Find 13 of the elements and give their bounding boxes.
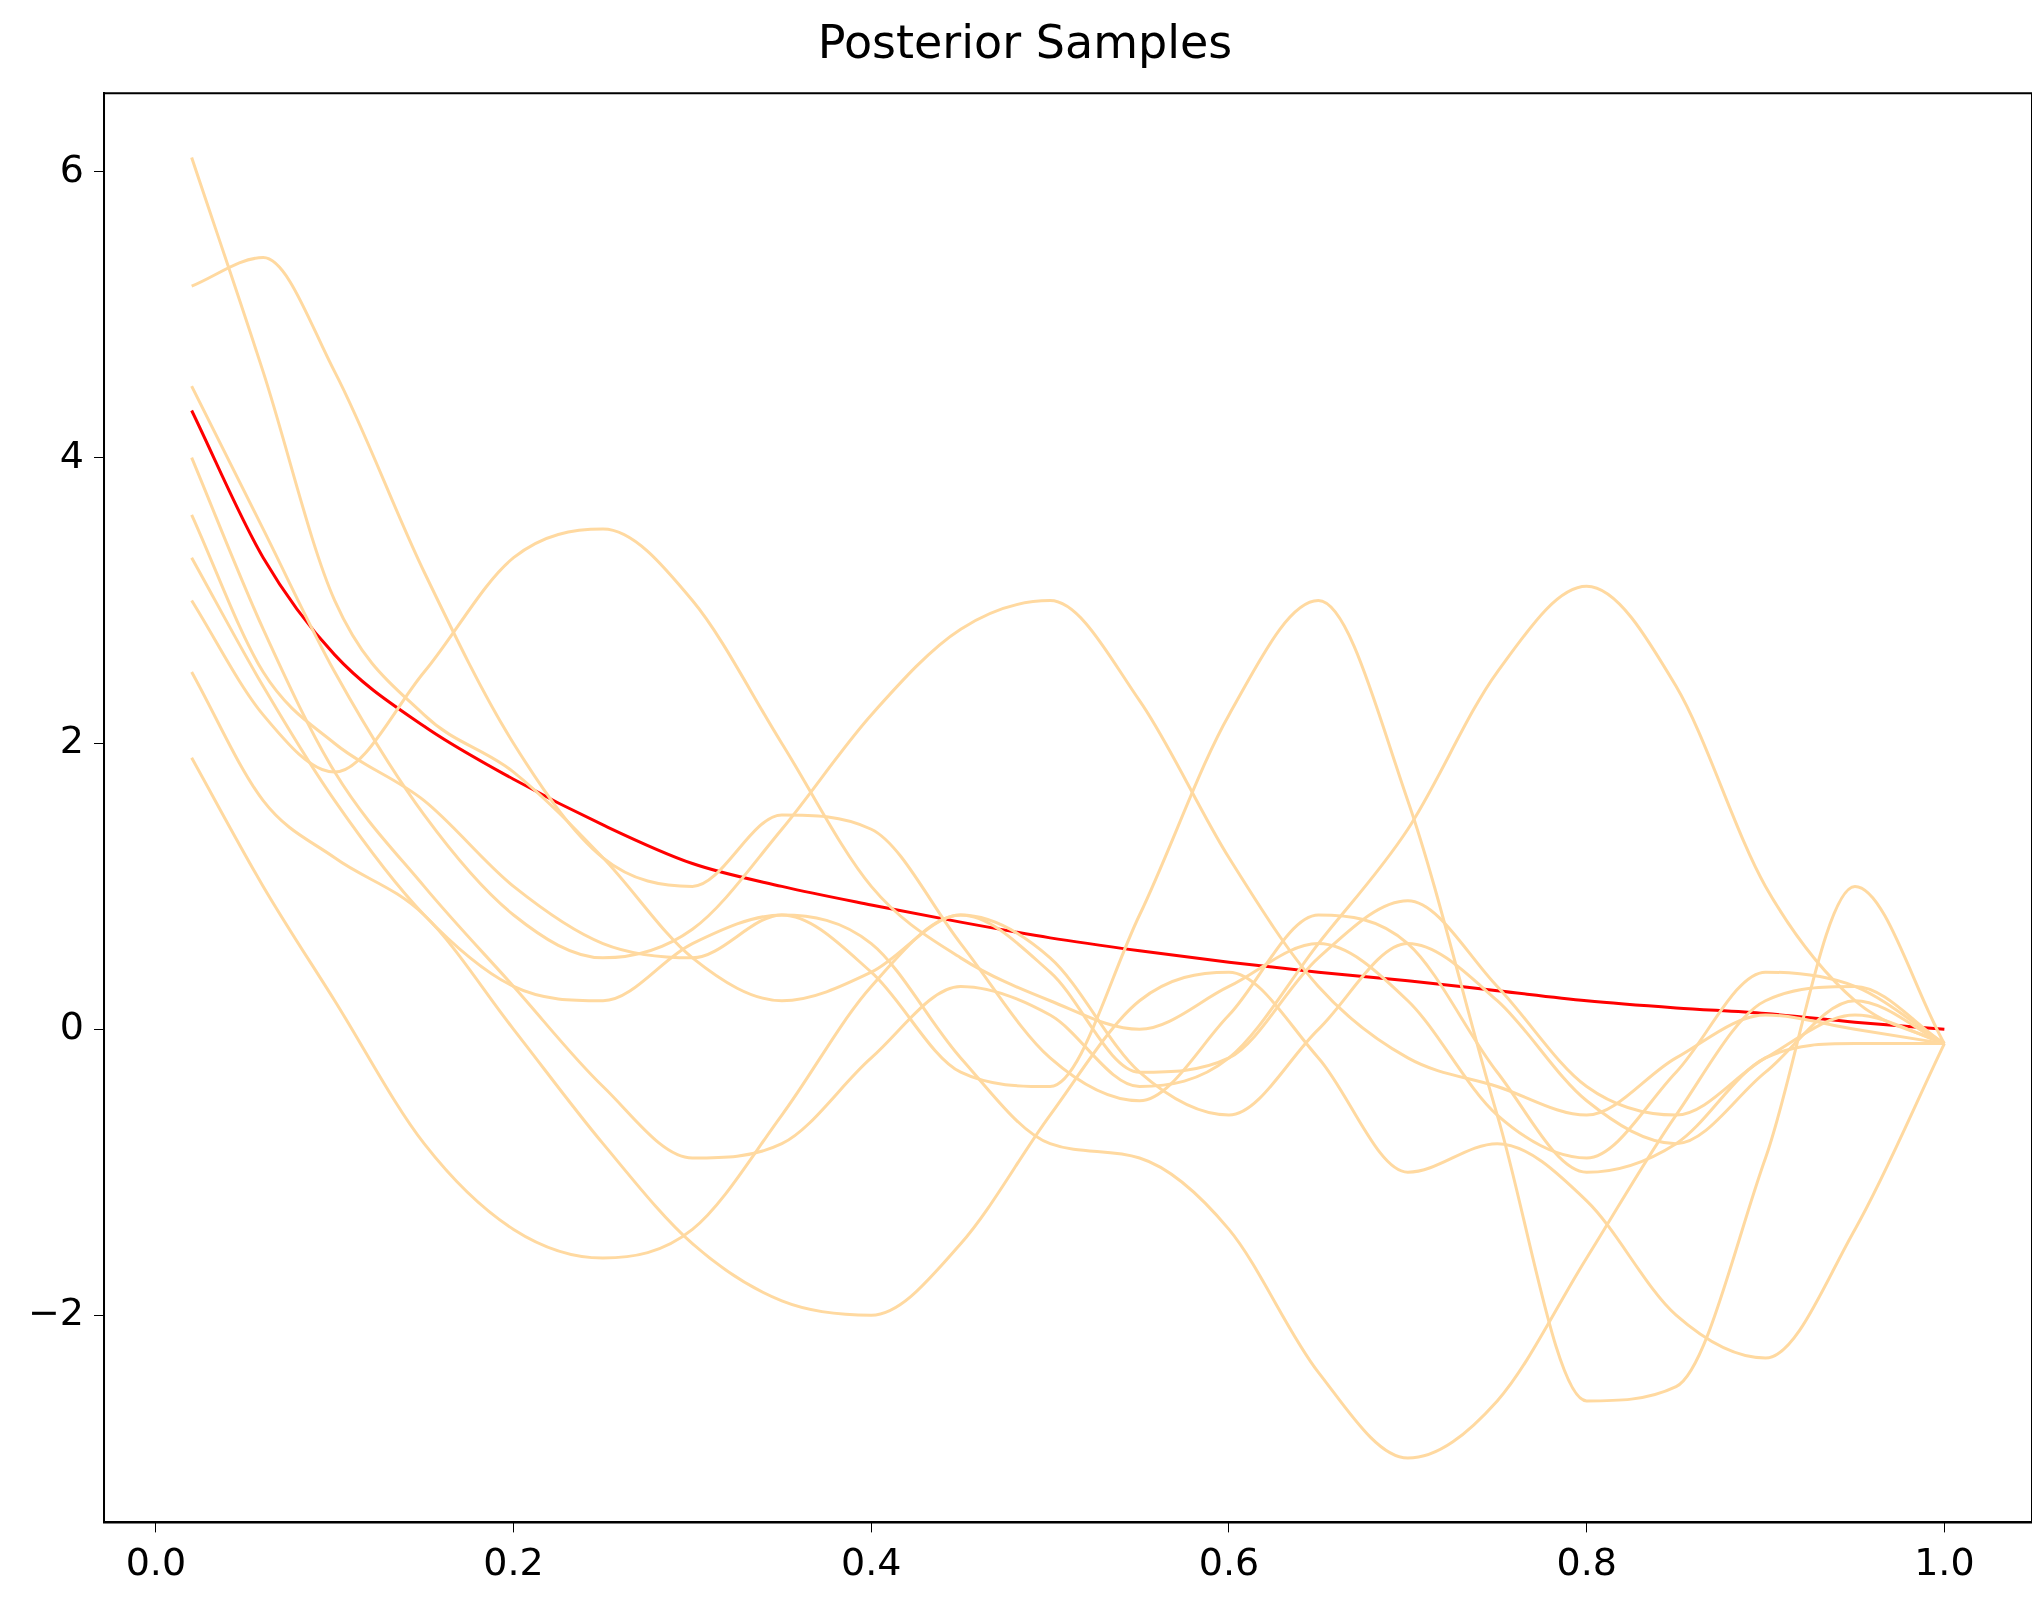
x-tick-label: 0.6: [1198, 1540, 1260, 1585]
x-tick-label: 0.0: [125, 1540, 187, 1585]
y-tick-label: 2: [59, 718, 85, 763]
y-tick-label: 6: [59, 146, 85, 191]
x-tick-label: 0.8: [1556, 1540, 1617, 1585]
x-tick-label: 1.0: [1914, 1540, 1975, 1585]
chart-title: Posterior Samples: [817, 14, 1233, 69]
x-tick-label: 0.4: [841, 1540, 902, 1585]
x-tick-label: 0.2: [483, 1540, 544, 1585]
y-tick-label: −2: [27, 1290, 85, 1335]
line-series: [190, 408, 1946, 1031]
y-tick-label: 4: [59, 432, 85, 477]
y-tick-label: 0: [59, 1004, 85, 1049]
